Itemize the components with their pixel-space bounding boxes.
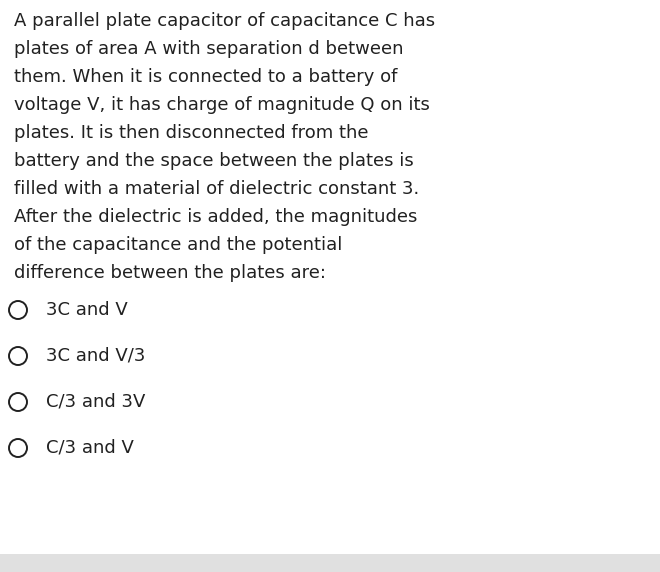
Text: 3C and V: 3C and V xyxy=(46,301,128,319)
Text: difference between the plates are:: difference between the plates are: xyxy=(14,264,326,282)
Text: filled with a material of dielectric constant 3.: filled with a material of dielectric con… xyxy=(14,180,419,198)
Text: battery and the space between the plates is: battery and the space between the plates… xyxy=(14,152,414,170)
Text: of the capacitance and the potential: of the capacitance and the potential xyxy=(14,236,343,254)
Text: 3C and V/3: 3C and V/3 xyxy=(46,347,145,365)
Text: plates. It is then disconnected from the: plates. It is then disconnected from the xyxy=(14,124,368,142)
Text: plates of area A with separation d between: plates of area A with separation d betwe… xyxy=(14,40,403,58)
Text: After the dielectric is added, the magnitudes: After the dielectric is added, the magni… xyxy=(14,208,417,226)
Text: voltage V, it has charge of magnitude Q on its: voltage V, it has charge of magnitude Q … xyxy=(14,96,430,114)
Bar xyxy=(0,554,660,572)
Text: C/3 and 3V: C/3 and 3V xyxy=(46,393,145,411)
Text: them. When it is connected to a battery of: them. When it is connected to a battery … xyxy=(14,68,397,86)
Text: C/3 and V: C/3 and V xyxy=(46,439,134,457)
Text: A parallel plate capacitor of capacitance C has: A parallel plate capacitor of capacitanc… xyxy=(14,12,435,30)
